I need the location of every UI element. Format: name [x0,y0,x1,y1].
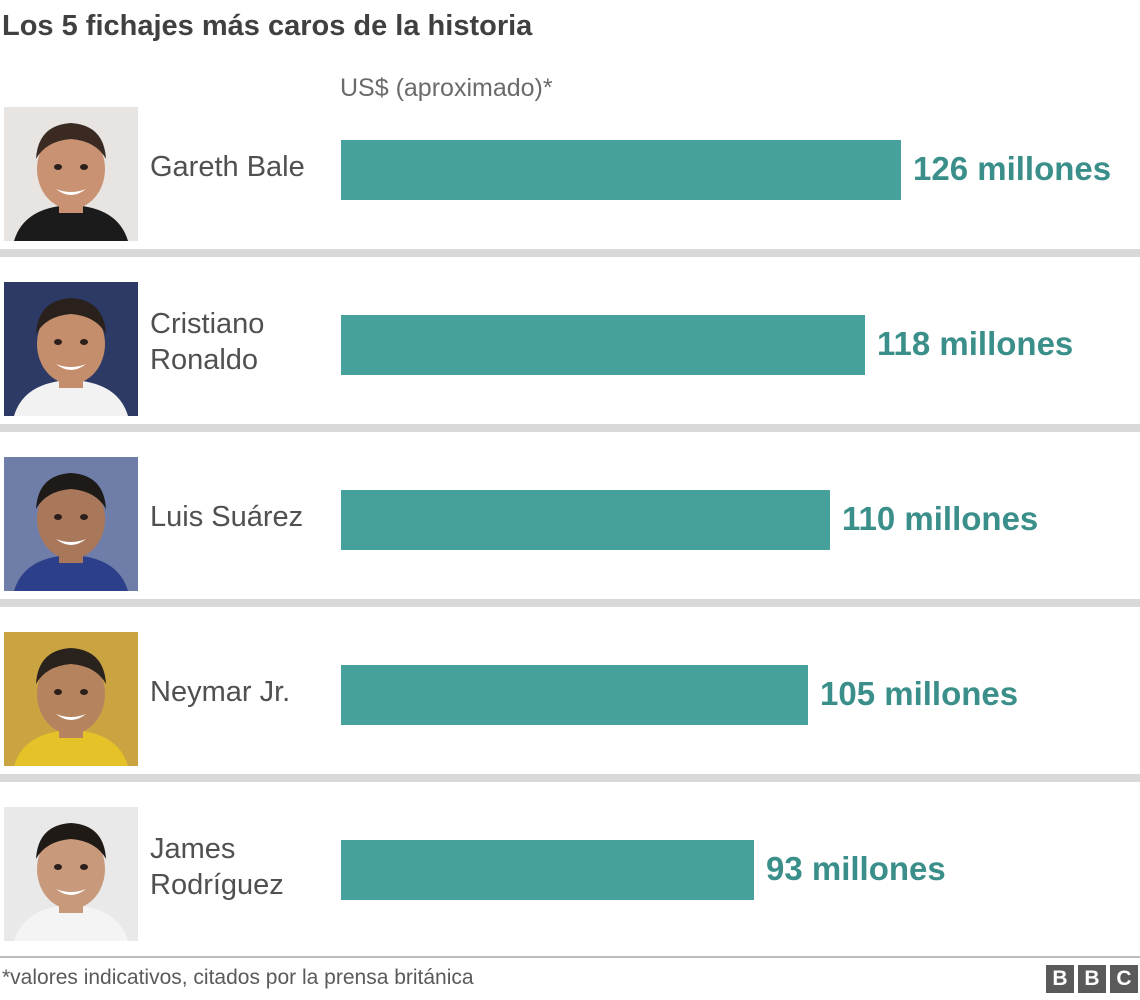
bbc-logo-letter: B [1046,965,1074,993]
player-name-line: Gareth Bale [150,151,305,183]
chart-title: Los 5 fichajes más caros de la historia [2,10,533,42]
unit-label: US$ (aproximado)* [340,74,553,102]
player-photo [4,632,138,766]
bar-row: Cristiano Ronaldo 118 millones [0,270,1140,445]
player-name: Cristiano Ronaldo [150,306,335,378]
bar [341,490,830,550]
bar-row: James Rodríguez 93 millones [0,795,1140,970]
player-photo [4,107,138,241]
player-name-line: James [150,833,236,865]
row-divider [0,424,1140,432]
player-name: James Rodríguez [150,831,335,903]
bar [341,665,808,725]
footnote: *valores indicativos, citados por la pre… [2,966,474,989]
bar-value-label: 118 millones [877,325,1074,362]
bar-value-label: 93 millones [766,850,946,887]
player-name-line: Ronaldo [150,344,259,376]
player-photo [4,282,138,416]
bar-row: Gareth Bale 126 millones [0,95,1140,270]
player-photo [4,807,138,941]
row-divider [0,774,1140,782]
bar-value-label: 110 millones [842,500,1039,537]
row-divider [0,249,1140,257]
row-divider [0,599,1140,607]
player-name: Neymar Jr. [150,674,335,710]
bar [341,140,901,200]
player-name-line: Rodríguez [150,869,284,901]
bar-row: Luis Suárez 110 millones [0,445,1140,620]
bbc-logo-letter: B [1078,965,1106,993]
bar-value-label: 126 millones [913,150,1112,187]
bbc-logo-letter: C [1110,965,1138,993]
player-photo [4,457,138,591]
player-name-line: Neymar Jr. [150,676,291,708]
player-name: Gareth Bale [150,149,335,185]
player-name: Luis Suárez [150,499,335,535]
bar-row: Neymar Jr. 105 millones [0,620,1140,795]
player-name-line: Cristiano [150,308,265,340]
bar [341,840,754,900]
bar-value-label: 105 millones [820,675,1019,712]
footer-divider [0,956,1140,958]
bar [341,315,865,375]
bbc-logo: B B C [1046,965,1138,993]
player-name-line: Luis Suárez [150,501,304,533]
